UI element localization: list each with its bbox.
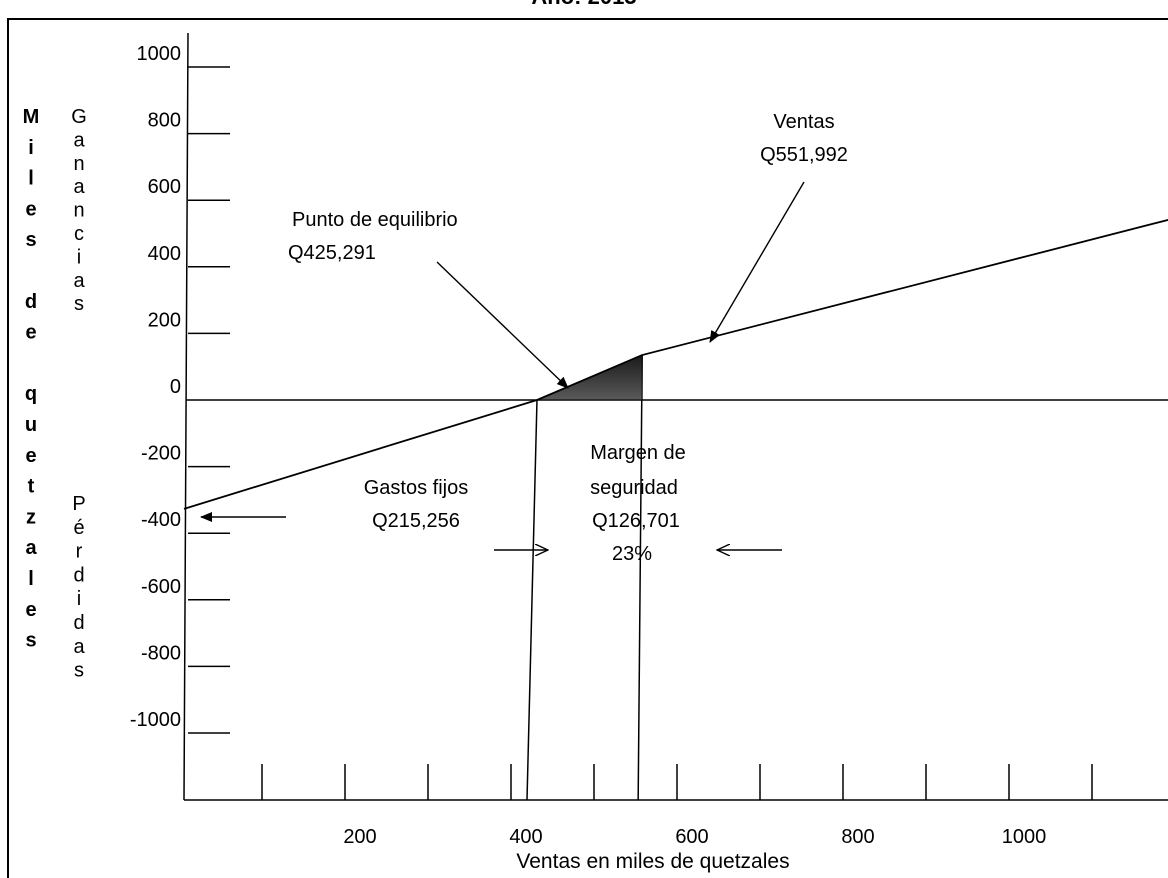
svg-text:P: P bbox=[72, 493, 85, 515]
svg-text:a: a bbox=[25, 537, 37, 559]
svg-text:s: s bbox=[74, 293, 84, 315]
x-ticks: 200 400 600 800 1000 bbox=[261, 764, 1093, 848]
svg-text:z: z bbox=[26, 506, 36, 528]
margin-label-1: Margen de bbox=[590, 442, 686, 464]
sales-value: Q551,992 bbox=[760, 144, 848, 166]
margin-label-2: seguridad bbox=[590, 477, 678, 499]
svg-text:i: i bbox=[28, 137, 34, 159]
sales-label: Ventas bbox=[773, 111, 834, 133]
sales-line bbox=[183, 219, 1168, 510]
y-tick-label: -200 bbox=[141, 443, 181, 465]
x-tick-label: 800 bbox=[841, 826, 874, 848]
svg-text:q: q bbox=[25, 383, 37, 405]
break-even-label: Punto de equilibrio bbox=[292, 209, 458, 231]
y-tick-label: 200 bbox=[148, 309, 181, 331]
fixed-costs-value: Q215,256 bbox=[372, 510, 460, 532]
margin-value: Q126,701 bbox=[592, 510, 680, 532]
svg-text:l: l bbox=[28, 168, 34, 190]
x-tick-label: 600 bbox=[675, 826, 708, 848]
chart-frame bbox=[7, 18, 1168, 878]
svg-text:G: G bbox=[71, 106, 87, 128]
svg-text:d: d bbox=[25, 291, 37, 313]
svg-text:n: n bbox=[73, 200, 84, 222]
svg-text:e: e bbox=[25, 445, 36, 467]
svg-text:a: a bbox=[73, 636, 85, 658]
svg-text:e: e bbox=[25, 322, 36, 344]
break-even-arrow bbox=[436, 261, 569, 389]
svg-text:M: M bbox=[23, 106, 40, 128]
y-tick-label: -400 bbox=[141, 509, 181, 531]
svg-text:u: u bbox=[25, 414, 37, 436]
svg-text:e: e bbox=[25, 198, 36, 220]
y-tick-label: 800 bbox=[148, 110, 181, 132]
svg-text:i: i bbox=[77, 588, 81, 610]
chart-title: Año: 2013 bbox=[531, 0, 636, 9]
y-tick-label: -1000 bbox=[130, 709, 181, 731]
break-even-value: Q425,291 bbox=[288, 242, 376, 264]
fixed-costs-label: Gastos fijos bbox=[364, 477, 468, 499]
break-even-vertical-line bbox=[526, 399, 538, 801]
svg-text:d: d bbox=[73, 564, 84, 586]
svg-text:a: a bbox=[73, 270, 85, 292]
svg-text:e: e bbox=[25, 599, 36, 621]
y-tick-label: -800 bbox=[141, 642, 181, 664]
x-tick-label: 1000 bbox=[1002, 826, 1047, 848]
svg-text:s: s bbox=[25, 630, 36, 652]
svg-text:i: i bbox=[77, 246, 81, 268]
svg-text:l: l bbox=[28, 568, 34, 590]
x-tick-label: 200 bbox=[343, 826, 376, 848]
svg-text:n: n bbox=[73, 153, 84, 175]
svg-text:t: t bbox=[28, 476, 35, 498]
y-tick-label: -600 bbox=[141, 576, 181, 598]
sales-vertical-line bbox=[637, 355, 643, 801]
x-axis-title: Ventas en miles de quetzales bbox=[516, 850, 789, 873]
svg-text:a: a bbox=[73, 176, 85, 198]
margin-percent: 23% bbox=[612, 543, 652, 565]
y-tick-label: 0 bbox=[170, 376, 181, 398]
y-axis bbox=[183, 32, 189, 801]
svg-text:é: é bbox=[73, 517, 84, 539]
svg-text:c: c bbox=[74, 223, 84, 245]
y-tick-label: 1000 bbox=[137, 43, 182, 65]
y-tick-label: 600 bbox=[148, 176, 181, 198]
svg-text:r: r bbox=[76, 541, 83, 563]
y-ticks: 1000 800 600 400 200 0 -200 -400 -600 -800 -1000 bbox=[130, 43, 230, 734]
svg-text:s: s bbox=[74, 660, 84, 682]
y-tick-label: 400 bbox=[148, 243, 181, 265]
svg-text:s: s bbox=[25, 229, 36, 251]
sales-arrow bbox=[709, 181, 805, 343]
x-tick-label: 400 bbox=[509, 826, 542, 848]
svg-text:d: d bbox=[73, 612, 84, 634]
svg-text:a: a bbox=[73, 129, 85, 151]
